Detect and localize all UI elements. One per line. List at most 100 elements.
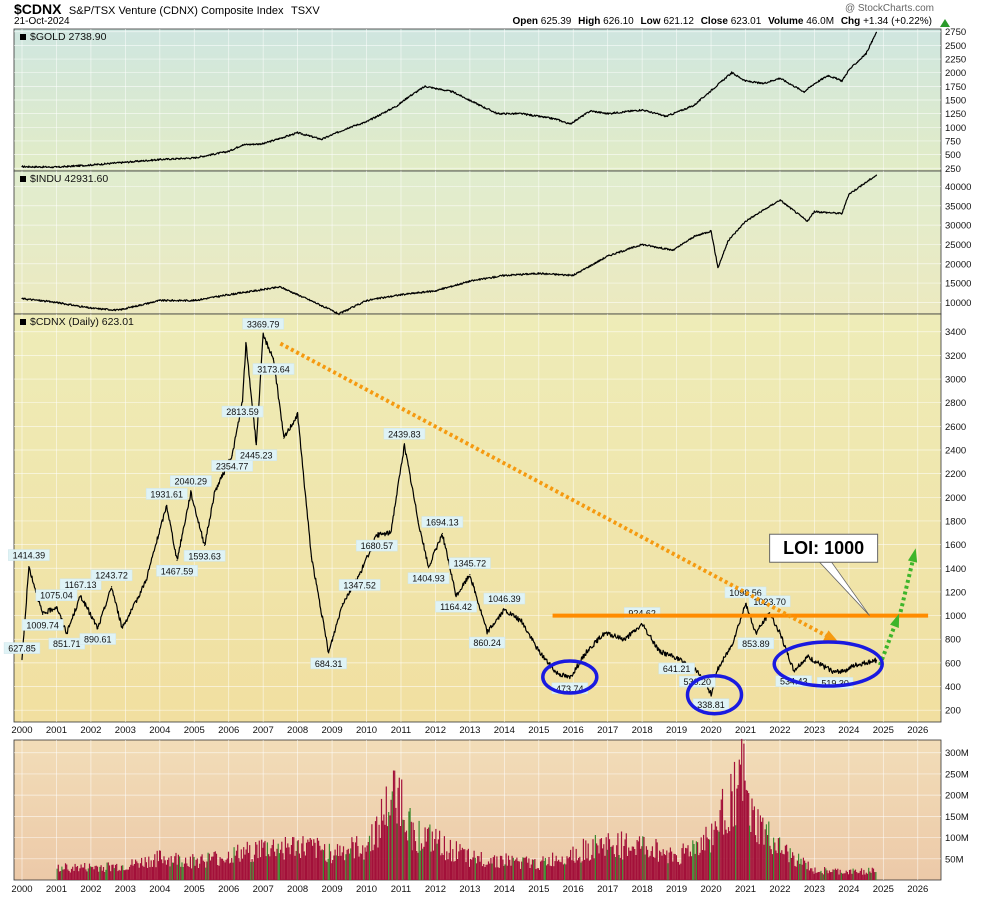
volume-bar: [94, 865, 96, 880]
x-tick-label: 2014: [494, 725, 515, 736]
volume-bar: [731, 791, 733, 880]
series-gold-point: [744, 80, 747, 82]
breakout-arrow-line: [878, 618, 899, 666]
volume-bar: [518, 861, 520, 880]
volume-bar: [364, 847, 366, 880]
volume-bar: [467, 848, 469, 880]
price-label-box: [383, 428, 426, 440]
volume-bar: [796, 860, 798, 880]
volume-bar: [412, 822, 414, 880]
series-cdnx-point: [486, 631, 488, 633]
breakout-arrow-line: [898, 553, 917, 613]
series-cdnx-point: [624, 638, 626, 640]
volume-bar: [389, 815, 391, 880]
volume-bar: [96, 866, 99, 880]
volume-bar: [385, 786, 387, 880]
volume-bar: [144, 857, 146, 880]
x-tick-label: 2001: [46, 884, 67, 895]
volume-bar: [67, 869, 69, 880]
volume-bar: [665, 855, 667, 880]
volume-bar: [351, 837, 353, 880]
ohlc-high-value: 626.10: [603, 16, 634, 27]
series-indu-point: [779, 199, 781, 201]
volume-bar: [327, 858, 329, 880]
volume-bar: [567, 858, 569, 880]
volume-bar: [742, 800, 744, 880]
volume-bar: [223, 860, 225, 880]
volume-bar: [81, 867, 83, 880]
volume-bar: [485, 864, 487, 880]
x-tick-label: 2001: [46, 725, 67, 736]
x-tick-label: 2010: [356, 725, 377, 736]
y-tick-label: 25000: [945, 240, 971, 251]
volume-bar: [111, 864, 113, 880]
volume-bar: [92, 866, 94, 880]
volume-bar: [864, 874, 866, 880]
volume-bar: [593, 858, 595, 880]
volume-bar: [538, 870, 540, 880]
x-tick-label: 2012: [425, 884, 446, 895]
series-indu-point: [710, 230, 712, 232]
y-tick-label: 2200: [945, 469, 966, 480]
volume-bar: [512, 857, 514, 880]
price-label: 3369.79: [247, 319, 280, 329]
volume-bar: [749, 825, 751, 880]
volume-bar: [837, 868, 839, 880]
panel-indu-background: [13, 170, 942, 315]
volume-bar: [608, 839, 611, 880]
volume-bar: [590, 859, 592, 880]
volume-bar: [125, 869, 127, 880]
volume-bar: [865, 872, 867, 880]
series-indu-point: [365, 299, 368, 302]
volume-bar: [455, 841, 457, 880]
volume-bar: [307, 839, 309, 880]
triangle-up-icon: [940, 19, 950, 27]
volume-bar: [720, 799, 722, 880]
volume-bar: [170, 856, 172, 880]
y-tick-label: 200M: [945, 791, 969, 802]
series-cdnx-point: [717, 668, 719, 670]
volume-bar: [579, 856, 581, 880]
volume-bar: [275, 856, 277, 880]
volume-bar: [753, 806, 755, 880]
volume-bar: [774, 842, 776, 880]
volume-bar: [403, 820, 405, 880]
x-tick-label: 2005: [184, 725, 205, 736]
volume-bar: [666, 850, 668, 880]
volume-bar: [219, 857, 221, 880]
volume-bar: [197, 868, 200, 880]
volume-bar: [326, 862, 328, 880]
volume-bar: [517, 861, 519, 880]
volume-bar: [839, 869, 841, 880]
volume-bar: [677, 862, 679, 880]
y-tick-label: 500: [945, 150, 961, 161]
volume-bar: [800, 858, 802, 880]
volume-bar: [748, 793, 750, 880]
volume-bar: [793, 855, 795, 880]
series-indu-point: [38, 299, 40, 302]
series-cdnx-point: [469, 574, 471, 576]
volume-bar: [522, 857, 524, 880]
volume-bar: [556, 861, 558, 880]
volume-bar: [635, 855, 637, 880]
volume-bar: [453, 861, 455, 880]
symbol-title: $CDNX: [14, 1, 62, 17]
volume-bar: [98, 871, 100, 880]
volume-bar: [769, 845, 771, 880]
series-cdnx-point: [255, 444, 257, 446]
volume-bar: [604, 855, 606, 880]
volume-bar: [247, 852, 250, 880]
price-label-box: [211, 460, 253, 472]
volume-bar: [88, 863, 91, 880]
volume-bar: [775, 850, 777, 880]
volume-bar: [529, 868, 531, 880]
series-gold-point: [479, 104, 481, 107]
volume-bar: [732, 826, 734, 880]
volume-bar: [832, 869, 834, 880]
series-indu-point: [90, 307, 92, 309]
volume-bar: [255, 842, 257, 880]
x-tick-label: 2025: [873, 725, 894, 736]
volume-bar: [239, 861, 241, 880]
volume-bar: [857, 873, 859, 880]
loi-callout-box: [769, 533, 879, 563]
